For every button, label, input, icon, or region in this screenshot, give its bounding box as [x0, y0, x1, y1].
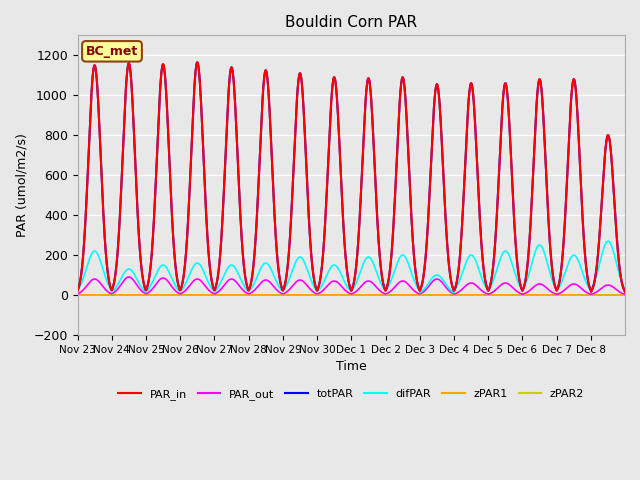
- zPAR1: [159, 292, 167, 298]
- Line: totPAR: totPAR: [77, 62, 625, 292]
- difPAR: [326, 265, 334, 271]
- PAR_in: [615, 256, 623, 262]
- X-axis label: Time: Time: [336, 360, 367, 373]
- PAR_out: [621, 291, 629, 297]
- Legend: PAR_in, PAR_out, totPAR, difPAR, zPAR1, zPAR2: PAR_in, PAR_out, totPAR, difPAR, zPAR1, …: [114, 384, 589, 404]
- totPAR: [561, 221, 568, 227]
- totPAR: [621, 289, 629, 295]
- PAR_in: [337, 179, 345, 184]
- difPAR: [561, 271, 568, 276]
- Line: difPAR: difPAR: [77, 241, 625, 293]
- Text: BC_met: BC_met: [86, 45, 138, 58]
- totPAR: [481, 273, 488, 279]
- PAR_in: [481, 273, 488, 279]
- PAR_out: [337, 283, 345, 289]
- zPAR2: [74, 292, 81, 298]
- PAR_out: [588, 291, 595, 297]
- PAR_in: [588, 289, 595, 295]
- totPAR: [74, 287, 81, 293]
- zPAR1: [561, 292, 568, 298]
- zPAR2: [561, 292, 568, 298]
- zPAR2: [326, 292, 334, 298]
- zPAR1: [480, 292, 488, 298]
- totPAR: [159, 61, 167, 67]
- zPAR1: [337, 292, 345, 298]
- Line: PAR_out: PAR_out: [77, 277, 625, 294]
- totPAR: [193, 60, 201, 65]
- PAR_out: [615, 288, 623, 294]
- zPAR2: [337, 292, 345, 298]
- PAR_in: [327, 106, 335, 111]
- zPAR1: [74, 292, 81, 298]
- Title: Bouldin Corn PAR: Bouldin Corn PAR: [285, 15, 417, 30]
- zPAR1: [621, 292, 629, 298]
- PAR_in: [193, 60, 201, 65]
- totPAR: [588, 289, 595, 295]
- zPAR1: [326, 292, 334, 298]
- Line: PAR_in: PAR_in: [77, 62, 625, 292]
- zPAR2: [159, 292, 167, 298]
- zPAR1: [614, 292, 621, 298]
- PAR_out: [74, 291, 81, 297]
- zPAR2: [614, 292, 621, 298]
- PAR_out: [125, 274, 132, 280]
- PAR_out: [481, 290, 488, 296]
- difPAR: [604, 238, 612, 244]
- Y-axis label: PAR (umol/m2/s): PAR (umol/m2/s): [15, 133, 28, 237]
- PAR_out: [561, 287, 568, 293]
- difPAR: [621, 286, 629, 292]
- difPAR: [337, 271, 345, 276]
- PAR_in: [159, 61, 167, 67]
- PAR_out: [327, 279, 335, 285]
- PAR_in: [621, 289, 629, 295]
- PAR_in: [561, 221, 568, 227]
- difPAR: [416, 290, 424, 296]
- PAR_out: [160, 275, 168, 281]
- difPAR: [159, 262, 167, 268]
- totPAR: [337, 179, 345, 184]
- zPAR2: [621, 292, 629, 298]
- zPAR2: [480, 292, 488, 298]
- totPAR: [615, 256, 623, 262]
- difPAR: [481, 282, 488, 288]
- difPAR: [615, 269, 623, 275]
- difPAR: [74, 287, 81, 293]
- totPAR: [327, 106, 335, 111]
- PAR_in: [74, 287, 81, 293]
